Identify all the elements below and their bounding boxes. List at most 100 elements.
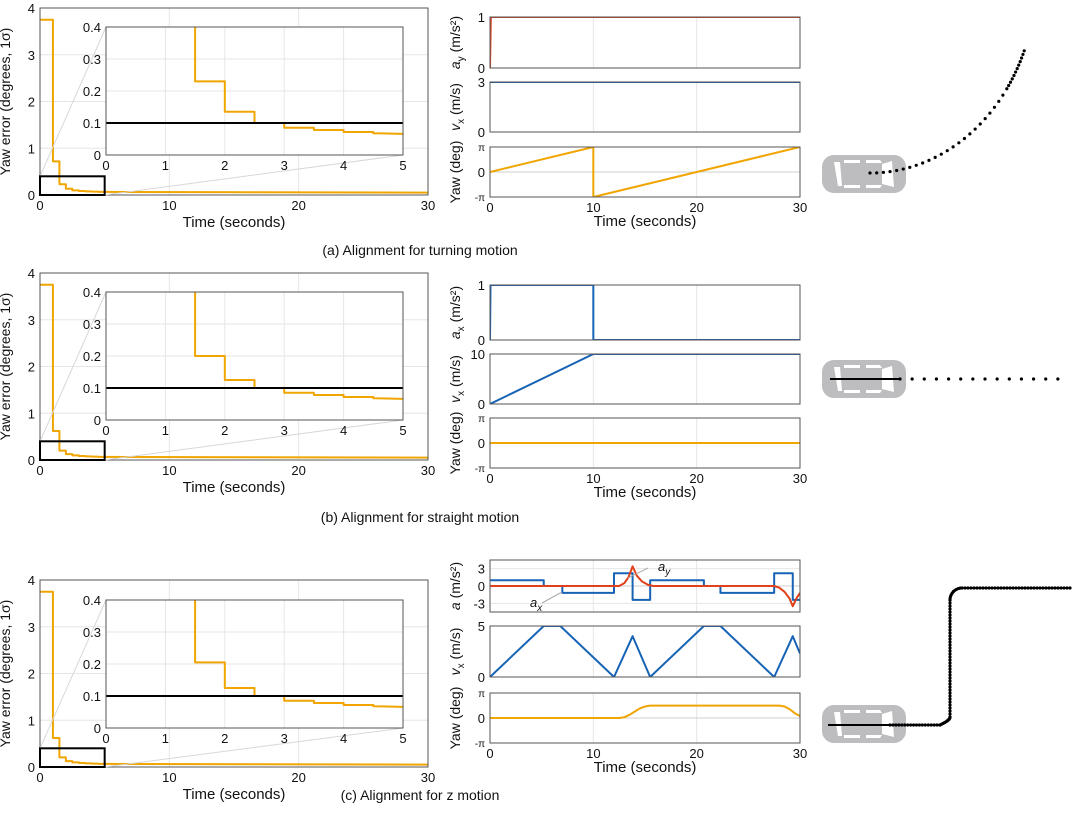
y-label-var: Yaw error (degrees, 1σ)	[0, 600, 13, 748]
axes-frame	[489, 625, 801, 678]
trajectory-dot	[995, 377, 999, 381]
y-axis-label: Yaw (deg)	[447, 412, 463, 475]
x-tick-label: 5	[399, 158, 406, 173]
series-line	[490, 354, 800, 404]
x-tick-label: 0	[486, 471, 493, 486]
inset-chart: 0 1 2 3 4 5 0 0.1 0.2 0.3 0.4	[83, 593, 407, 746]
trajectory-dot	[932, 723, 936, 727]
trajectory-dot	[978, 122, 982, 126]
trajectory-dot	[957, 141, 961, 145]
trajectory-dot	[914, 163, 918, 167]
zoom-connector	[104, 419, 404, 461]
trajectory-dot	[948, 628, 952, 632]
trajectory-dot	[1007, 83, 1011, 88]
trajectory-dot	[946, 377, 951, 381]
trajectory-dot	[1017, 63, 1021, 67]
trajectory-dot	[1044, 586, 1048, 590]
annotation-leader	[627, 567, 649, 579]
y-tick-label: 0	[478, 579, 485, 594]
x-tick-label: 0	[102, 731, 109, 746]
trajectory-dot	[969, 586, 973, 590]
trajectory-dot	[948, 649, 952, 653]
trajectory-dot	[948, 694, 952, 698]
trajectory-dot	[901, 167, 905, 171]
trajectory-dot	[972, 586, 976, 590]
trajectory-dot	[927, 158, 931, 162]
trajectory-dot	[1023, 586, 1027, 590]
trajectory-dot	[1021, 52, 1025, 57]
trajectory-dot	[1007, 377, 1011, 381]
y-axis-label: Yaw error (degrees, 1σ)	[0, 28, 13, 176]
x-tick-label: 4	[340, 731, 347, 746]
y-tick-label: 0.1	[83, 381, 101, 396]
axes-frame	[39, 7, 429, 196]
x-tick-label: 30	[421, 463, 435, 478]
trajectory-dot	[948, 634, 952, 638]
trajectory-dot	[1015, 67, 1019, 71]
trajectory-dot	[973, 127, 977, 131]
y-tick-label: 2	[28, 95, 35, 110]
y-tick-label: 0.4	[83, 20, 101, 35]
y-label-sub: x	[456, 391, 467, 396]
series-line	[490, 147, 800, 197]
trajectory-dot	[903, 723, 907, 727]
y-tick-label: 5	[478, 619, 485, 634]
caption: (c) Alignment for z motion	[341, 787, 500, 803]
y-tick-label: 0	[94, 413, 101, 428]
trajectory-dot	[1005, 87, 1009, 91]
y-tick-label: 0.4	[83, 593, 101, 608]
trajectory-dot	[897, 723, 901, 727]
trajectory-dot	[1035, 586, 1039, 590]
y-label-unit: (m/s²)	[447, 16, 463, 56]
y-axis-label: Yaw (deg)	[447, 687, 463, 750]
trajectory-dot	[1008, 80, 1013, 84]
trajectory-dot	[948, 700, 952, 704]
x-tick-label: 30	[421, 198, 435, 213]
trajectory-dot	[948, 637, 952, 641]
y-tick-label: 0.4	[83, 285, 101, 300]
x-tick-label: 0	[36, 198, 43, 213]
axes-frame	[489, 16, 801, 69]
x-tick-label: 30	[793, 471, 807, 486]
y-axis-label: vx (m/s)	[447, 355, 467, 403]
series-line	[490, 626, 800, 677]
annotation-var: a	[658, 559, 665, 574]
trajectory-dot	[920, 723, 924, 727]
trajectory-dot	[948, 661, 952, 665]
trajectory-dot	[1038, 586, 1042, 590]
y-tick-label: 3	[28, 620, 35, 635]
car-side-windows	[844, 710, 882, 738]
trajectory-dot	[948, 691, 952, 695]
axes-frame	[105, 26, 404, 156]
y-tick-label: 2	[28, 667, 35, 682]
trajectory-dot	[888, 723, 892, 727]
y-tick-label: 4	[28, 1, 35, 16]
y-label-var: a	[447, 61, 463, 69]
trajectory-dot	[948, 670, 952, 674]
y-tick-label: 10	[471, 347, 485, 362]
caption: (b) Alignment for straight motion	[321, 509, 519, 525]
y-label-var: a	[447, 331, 463, 339]
y-tick-label: 0	[478, 397, 485, 412]
plot-area	[490, 285, 800, 340]
trajectory-dot	[1056, 377, 1060, 381]
trajectory-dot	[981, 586, 985, 590]
trajectory-dot	[923, 723, 927, 727]
y-axis-label: Yaw error (degrees, 1σ)	[0, 293, 13, 441]
trajectory-dot	[910, 377, 914, 381]
trajectory-dot	[948, 697, 952, 701]
trajectory-dot	[1019, 56, 1024, 60]
y-tick-label: 3	[28, 313, 35, 328]
trajectory-dot	[895, 168, 899, 173]
y-tick-label: 0	[478, 711, 485, 726]
axes-frame	[489, 146, 801, 198]
caption: (a) Alignment for turning motion	[322, 242, 517, 258]
trajectory-dot	[975, 586, 979, 590]
y-tick-label: 3	[478, 75, 485, 90]
y-tick-label: 1	[478, 10, 485, 25]
zoom-box	[39, 440, 106, 461]
plot-area	[490, 17, 800, 68]
zoom-connector	[39, 26, 107, 177]
